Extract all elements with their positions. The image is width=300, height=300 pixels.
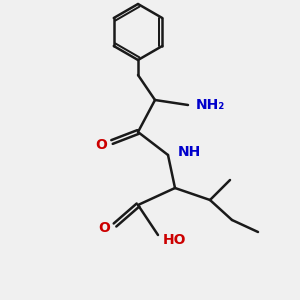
Text: NH₂: NH₂: [196, 98, 225, 112]
Text: O: O: [95, 138, 107, 152]
Text: HO: HO: [163, 233, 187, 247]
Text: NH: NH: [178, 145, 201, 159]
Text: O: O: [98, 221, 110, 235]
